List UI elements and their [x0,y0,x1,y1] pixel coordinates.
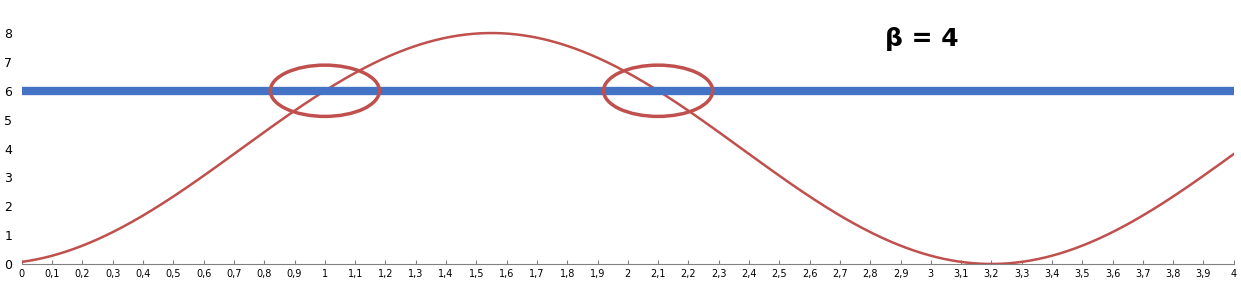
Text: β = 4: β = 4 [885,27,959,51]
